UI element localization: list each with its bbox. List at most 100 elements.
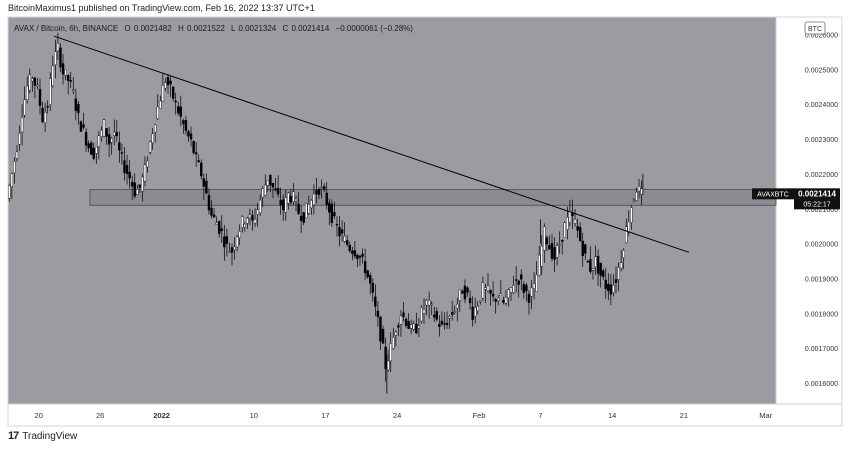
candle-body: [279, 200, 282, 206]
y-tick-label: 0.0024000: [805, 102, 838, 109]
candles: [8, 32, 644, 394]
candle-body: [374, 296, 377, 307]
candle-body: [192, 141, 195, 154]
candle-body: [77, 104, 80, 114]
candle-body: [568, 210, 572, 223]
candle-body: [351, 250, 354, 254]
candle-body: [54, 51, 57, 65]
price-axis[interactable]: [776, 17, 842, 404]
candle-body: [576, 226, 579, 231]
candle-body: [251, 214, 254, 221]
candle-body: [105, 128, 108, 137]
candle-body: [637, 186, 641, 192]
candle-body: [438, 323, 441, 327]
candle-body: [584, 244, 587, 254]
y-tick-label: 0.0025000: [805, 67, 838, 74]
candle-body: [361, 253, 364, 257]
candle-body: [284, 197, 287, 213]
candle-body: [527, 293, 531, 303]
y-tick-label: 0.0026000: [805, 32, 838, 39]
candle-body: [394, 331, 398, 336]
candle-body: [433, 314, 436, 318]
tradingview-logo-icon: 17: [8, 430, 19, 442]
y-tick-label: 0.0020000: [805, 242, 838, 249]
candle-body: [315, 189, 318, 195]
horizontal-zone: [89, 189, 777, 206]
candle-body: [287, 192, 290, 204]
candle-body: [499, 293, 502, 296]
candle-body: [366, 270, 369, 278]
legend-symbol: AVAX / Bitcoin, 6h, BINANCE: [14, 24, 118, 33]
candle-body: [217, 221, 221, 234]
candle-body: [130, 181, 134, 187]
candle-body: [100, 129, 103, 137]
candle-body: [338, 227, 341, 237]
y-tick-label: 0.0019000: [805, 276, 838, 283]
candle-body: [517, 280, 520, 285]
candle-body: [66, 75, 70, 81]
candle-body: [550, 242, 554, 259]
candle-body: [174, 100, 177, 103]
x-tick-label: 17: [321, 411, 329, 420]
candle-body: [479, 300, 482, 303]
legend-h-label: H: [178, 24, 184, 33]
candle-body: [535, 274, 538, 292]
last-price-tag[interactable]: AVAXBTC 0.0021414 05:22:17: [752, 188, 840, 210]
candle-body: [435, 311, 438, 320]
legend-l-label: L: [231, 24, 236, 33]
candle-body: [461, 290, 464, 294]
x-tick-label: 21: [680, 411, 688, 420]
candle-body: [136, 188, 139, 195]
candle-body: [522, 283, 526, 293]
candle-body: [102, 119, 106, 137]
x-tick-label: Mar: [759, 411, 772, 420]
candle-body: [36, 84, 39, 87]
trendline-group[interactable]: [53, 35, 690, 253]
candle-body: [33, 77, 37, 86]
candle-body: [589, 259, 592, 272]
candle-body: [399, 315, 403, 325]
candle-body: [445, 322, 449, 325]
time-axis[interactable]: [8, 404, 842, 426]
candle-body: [333, 212, 336, 217]
candle-body: [153, 124, 157, 133]
candle-body: [553, 247, 556, 260]
candle-body: [230, 247, 234, 253]
candle-body: [389, 343, 392, 362]
candle-body: [353, 250, 357, 257]
support-resistance-zone[interactable]: [89, 189, 777, 206]
x-tick-label: 20: [35, 411, 43, 420]
candle-body: [448, 316, 451, 319]
price-tag-symbol-bg: [752, 188, 794, 200]
plot-area[interactable]: [8, 17, 776, 404]
descending-trendline[interactable]: [53, 35, 690, 253]
candle-body: [371, 283, 374, 293]
candle-body: [123, 160, 126, 174]
candle-body: [630, 207, 633, 223]
legend-o-label: O: [124, 24, 130, 33]
currency-badge-label: BTC: [808, 26, 822, 33]
candle-body: [282, 199, 285, 211]
candle-body: [346, 240, 349, 245]
candle-body: [84, 131, 88, 146]
candle-body: [422, 309, 426, 314]
currency-badge[interactable]: [804, 21, 826, 35]
candle-body: [118, 142, 121, 151]
candle-body: [412, 323, 415, 330]
candle-body: [363, 261, 367, 274]
candle-body: [386, 360, 390, 371]
candle-body: [28, 74, 31, 91]
candle-body: [31, 78, 34, 82]
candle-body: [18, 133, 21, 145]
candle-body: [238, 231, 241, 238]
candle-body: [8, 185, 11, 199]
candle-body: [49, 78, 52, 106]
candle-body: [555, 245, 559, 258]
candle-body: [317, 188, 321, 195]
candle-body: [627, 221, 630, 233]
candle-body: [312, 193, 316, 206]
candle-body: [376, 310, 380, 318]
legend-close: 0.0021414: [292, 24, 330, 33]
candle-body: [509, 287, 513, 293]
